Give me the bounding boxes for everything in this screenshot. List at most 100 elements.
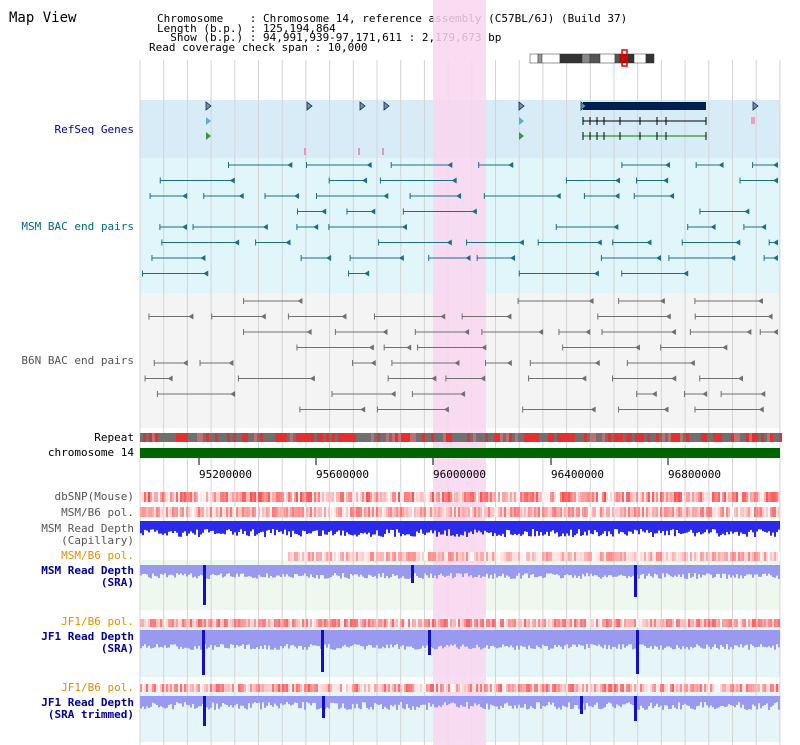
depth-bar bbox=[574, 630, 576, 645]
heat-cell bbox=[226, 684, 228, 692]
heat-cell bbox=[472, 552, 474, 561]
depth-bar bbox=[512, 521, 514, 536]
track-label-jf1-b6-pol[interactable]: JF1/B6 pol. bbox=[61, 615, 134, 628]
depth-bar bbox=[608, 696, 610, 703]
heat-cell bbox=[186, 619, 188, 627]
depth-bar bbox=[456, 565, 458, 574]
repeat-segment bbox=[212, 433, 215, 442]
track-label-refseq[interactable]: RefSeq Genes bbox=[54, 123, 134, 136]
heat-cell bbox=[476, 619, 478, 627]
heat-cell bbox=[592, 507, 594, 517]
repeat-segment bbox=[200, 433, 203, 442]
depth-bar bbox=[474, 565, 476, 577]
track-label-msm-b6-pol[interactable]: MSM/B6 pol. bbox=[61, 506, 134, 519]
heat-cell bbox=[474, 552, 476, 561]
heat-cell bbox=[200, 684, 202, 692]
heat-cell bbox=[190, 684, 192, 692]
heat-cell bbox=[336, 507, 338, 517]
heat-cell bbox=[150, 507, 152, 517]
track-label-msm-b6-pol-2[interactable]: MSM/B6 pol. bbox=[61, 549, 134, 562]
depth-bar bbox=[234, 696, 236, 706]
depth-bar bbox=[274, 630, 276, 648]
heat-cell bbox=[712, 684, 714, 692]
depth-bar bbox=[186, 521, 188, 536]
heat-cell bbox=[532, 684, 534, 692]
depth-bar bbox=[778, 565, 780, 579]
track-label-jf1-depth-sra[interactable]: JF1 Read Depth bbox=[41, 630, 134, 643]
heat-cell bbox=[408, 684, 410, 692]
depth-bar bbox=[610, 630, 612, 650]
heat-cell bbox=[178, 507, 180, 517]
depth-bar bbox=[344, 696, 346, 709]
depth-bar bbox=[240, 521, 242, 530]
heat-cell bbox=[540, 507, 542, 517]
heat-cell bbox=[742, 507, 744, 517]
heat-cell bbox=[766, 507, 768, 517]
track-label-msm-depth-sra[interactable]: MSM Read Depth bbox=[41, 564, 134, 577]
heat-cell bbox=[560, 552, 562, 561]
heat-cell bbox=[424, 619, 426, 627]
depth-bar bbox=[144, 696, 146, 710]
heat-cell bbox=[684, 507, 686, 517]
repeat-segment bbox=[527, 433, 530, 442]
track-label-b6n-bac[interactable]: B6N BAC end pairs bbox=[21, 354, 134, 367]
heat-cell bbox=[462, 507, 464, 517]
heat-cell bbox=[566, 619, 568, 627]
heat-cell bbox=[636, 492, 638, 502]
heat-cell bbox=[744, 507, 746, 517]
depth-bar bbox=[660, 696, 662, 706]
depth-bar bbox=[440, 565, 442, 574]
depth-bar bbox=[170, 630, 172, 645]
depth-bar bbox=[150, 521, 152, 530]
heat-cell bbox=[468, 552, 470, 561]
track-label-jf1-depth-trimmed[interactable]: JF1 Read Depth bbox=[41, 696, 134, 709]
heat-cell bbox=[476, 552, 478, 561]
depth-bar bbox=[356, 630, 358, 645]
heat-cell bbox=[688, 552, 690, 561]
track-label-msm-depth-capillary[interactable]: MSM Read Depth bbox=[41, 522, 134, 535]
heat-cell bbox=[258, 684, 260, 692]
depth-bar bbox=[414, 696, 416, 710]
bac-end-arrow bbox=[382, 329, 388, 335]
track-label-msm-bac[interactable]: MSM BAC end pairs bbox=[21, 220, 134, 233]
depth-bar bbox=[596, 630, 598, 646]
depth-bar bbox=[558, 521, 560, 537]
heat-cell bbox=[552, 619, 554, 627]
heat-cell bbox=[324, 552, 326, 561]
track-label-dbsnp[interactable]: dbSNP(Mouse) bbox=[54, 490, 134, 503]
repeat-segment bbox=[593, 433, 596, 442]
heat-cell bbox=[718, 507, 720, 517]
depth-bar bbox=[520, 521, 522, 536]
repeat-segment bbox=[197, 433, 200, 442]
depth-bar bbox=[330, 696, 332, 703]
heat-cell bbox=[454, 552, 456, 561]
depth-bar bbox=[228, 521, 230, 530]
heat-cell bbox=[544, 619, 546, 627]
depth-bar bbox=[254, 630, 256, 649]
depth-bar bbox=[560, 521, 562, 537]
heat-cell bbox=[508, 684, 510, 692]
depth-bar bbox=[516, 696, 518, 709]
depth-bar bbox=[448, 630, 450, 647]
repeat-segment bbox=[161, 433, 164, 442]
depth-bar bbox=[506, 565, 508, 576]
depth-bar bbox=[324, 521, 326, 535]
heat-cell bbox=[160, 492, 162, 502]
depth-bar bbox=[288, 521, 290, 532]
depth-bar bbox=[392, 521, 394, 531]
heat-cell bbox=[356, 492, 358, 502]
bac-end-arrow bbox=[287, 162, 293, 168]
depth-bar bbox=[562, 565, 564, 579]
depth-bar bbox=[434, 565, 436, 576]
heat-cell bbox=[536, 619, 538, 627]
depth-bar bbox=[280, 521, 282, 532]
bac-end-arrow bbox=[200, 255, 206, 261]
depth-bar bbox=[556, 521, 558, 533]
heat-cell bbox=[702, 684, 704, 692]
depth-bar bbox=[620, 521, 622, 532]
depth-bar bbox=[744, 630, 746, 646]
depth-bar bbox=[282, 521, 284, 534]
heat-cell bbox=[310, 619, 312, 627]
track-label-jf1-b6-pol-2[interactable]: JF1/B6 pol. bbox=[61, 681, 134, 694]
